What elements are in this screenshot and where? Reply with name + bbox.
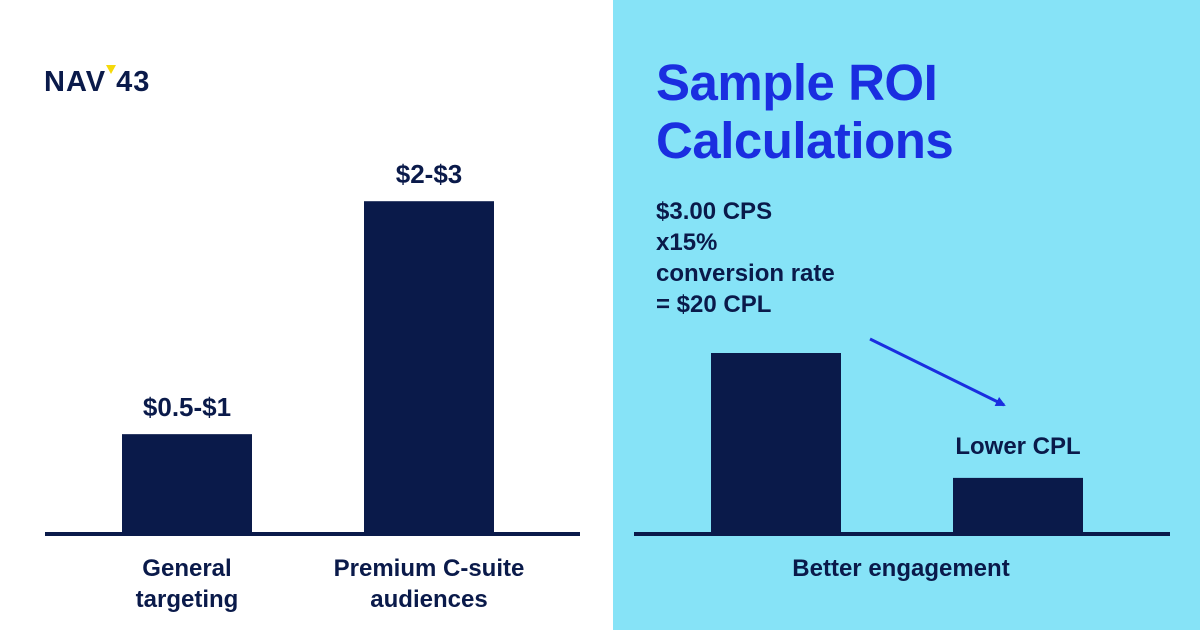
- calc-line-rate: x15%: [656, 229, 718, 256]
- left-category-label-2-line-1: Premium C-suite: [334, 555, 525, 582]
- right-chart-xlabel: Better engagement: [792, 555, 1009, 582]
- left-category-label-1-line-1: General: [142, 555, 231, 582]
- brand-logo: NAV 43: [44, 65, 151, 99]
- title-line-1: Sample ROI: [656, 54, 938, 111]
- left-bar-1-value-label: $0.5-$1: [143, 392, 231, 422]
- left-bar-2: [364, 201, 494, 534]
- lower-cpl-annotation: Lower CPL: [955, 433, 1080, 460]
- logo-text-right: 43: [116, 66, 151, 98]
- left-bar-1: [122, 434, 252, 534]
- right-panel: [613, 0, 1200, 630]
- calc-line-cpl: = $20 CPL: [656, 291, 772, 318]
- right-bar-2: [953, 477, 1083, 534]
- calc-line-label: conversion rate: [656, 260, 835, 287]
- left-category-label-2-line-2: audiences: [370, 586, 487, 613]
- left-category-label-1-line-2: targeting: [136, 586, 239, 613]
- calc-line-cps: $3.00 CPS: [656, 198, 773, 225]
- right-bar-1: [711, 353, 841, 534]
- left-bar-2-value-label: $2-$3: [396, 159, 463, 189]
- page-title: Sample ROI Calculations: [656, 54, 954, 170]
- logo-text-left: NAV: [44, 66, 107, 98]
- title-line-2: Calculations: [656, 112, 954, 169]
- roi-calculation: $3.00 CPS x15% conversion rate = $20 CPL: [656, 196, 835, 320]
- trend-arrow-icon: [869, 337, 1006, 407]
